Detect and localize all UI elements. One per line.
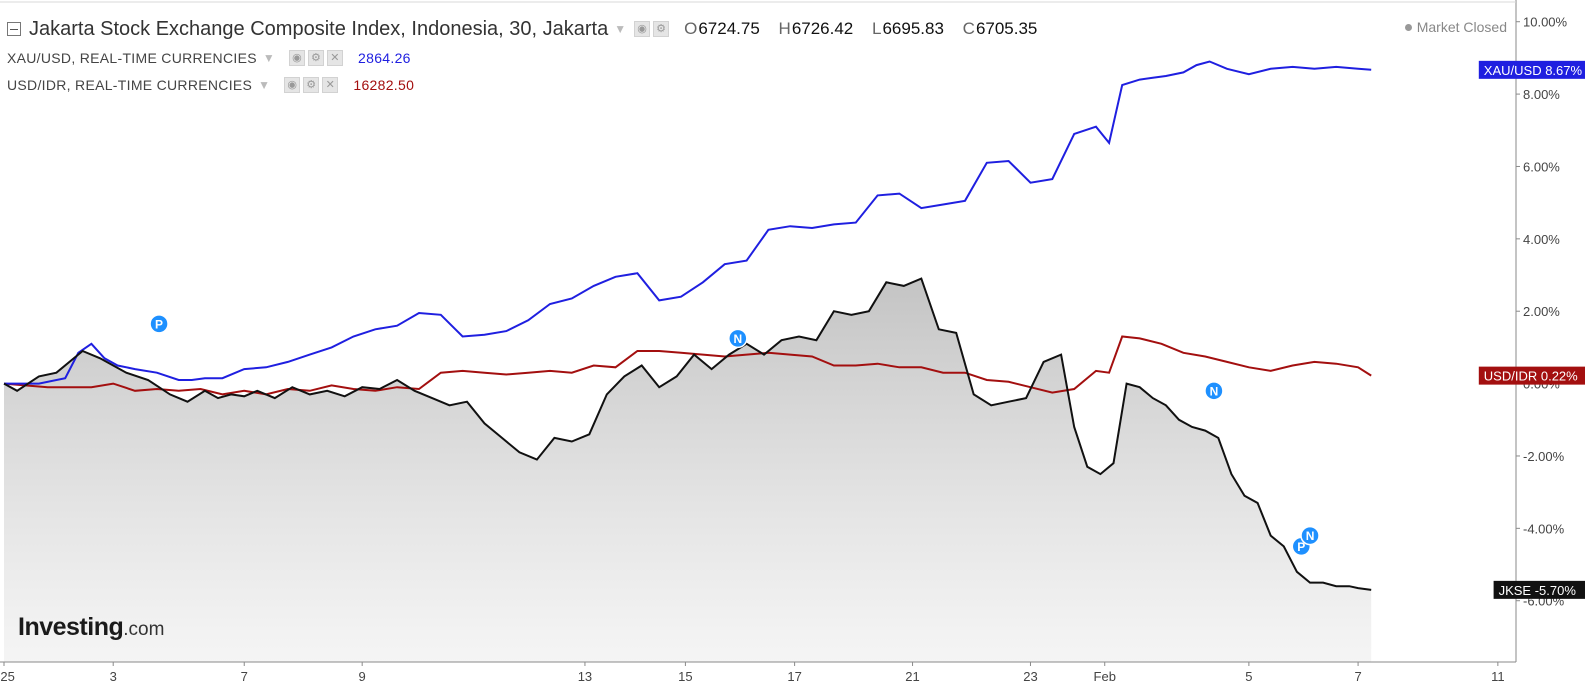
close-icon[interactable]: ✕	[322, 76, 339, 93]
badge-bg	[1478, 366, 1585, 385]
ohlc-value: 6724.75	[698, 19, 760, 38]
x-tick-label: 5	[1245, 669, 1252, 684]
market-status-text: Market Closed	[1416, 19, 1507, 35]
eye-icon[interactable]: ◉	[284, 76, 301, 93]
series-line-jkse	[3, 277, 1372, 591]
x-tick-label: 23	[1023, 669, 1037, 684]
series-line-xauusd	[4, 60, 1372, 385]
event-marker[interactable]: N	[1204, 381, 1224, 401]
badge-bg	[1493, 580, 1585, 599]
event-marker-letter: N	[1306, 529, 1315, 543]
ohlc-key: C	[962, 19, 975, 38]
eye-icon[interactable]: ◉	[634, 21, 651, 37]
chevron-down-icon[interactable]: ▼	[614, 22, 627, 36]
x-tick-label: 7	[241, 669, 248, 684]
x-tick-label: 17	[787, 669, 801, 684]
x-tick-label: Feb	[1094, 669, 1116, 684]
ohlc-value: 6726.42	[791, 19, 854, 38]
event-marker-dot	[1300, 525, 1320, 546]
event-marker-letter: P	[155, 317, 163, 331]
chart-title: Jakarta Stock Exchange Composite Index, …	[29, 17, 609, 40]
ohlc-key: O	[684, 19, 698, 38]
legend: Jakarta Stock Exchange Composite Index, …	[7, 14, 1051, 98]
last-value-badge: JKSE -5.70%	[1493, 580, 1585, 599]
y-tick-label: -4.00%	[1523, 521, 1565, 536]
overlay-label: XAU/USD, REAL-TIME CURRENCIES	[7, 49, 257, 66]
y-tick-label: 6.00%	[1523, 159, 1560, 174]
y-tick-label: -2.00%	[1523, 449, 1565, 464]
overlay-row-xauusd: XAU/USD, REAL-TIME CURRENCIES ▼ ◉ ⚙ ✕ 28…	[7, 44, 1051, 71]
event-marker-letter: N	[1210, 384, 1219, 398]
market-status: Market Closed	[1404, 19, 1507, 35]
badge-label: XAU/USD 8.67%	[1484, 63, 1583, 78]
event-marker-dot	[1204, 381, 1224, 401]
overlay-value: 16282.50	[353, 76, 415, 93]
last-value-badge: XAU/USD 8.67%	[1478, 60, 1585, 79]
ohlc-readout: O6724.75 H6726.42 L6695.83 C6705.35	[684, 19, 1051, 39]
ohlc-value: 6695.83	[882, 19, 944, 38]
last-value-badge: USD/IDR 0.22%	[1478, 366, 1585, 385]
chevron-down-icon[interactable]: ▼	[258, 77, 271, 92]
event-marker[interactable]: N	[1300, 525, 1320, 546]
jkse-area	[4, 278, 1372, 662]
main-series-row: Jakarta Stock Exchange Composite Index, …	[7, 14, 1051, 44]
x-tick-label: 15	[678, 669, 692, 684]
event-marker-dot	[728, 328, 748, 349]
badge-label: JKSE -5.70%	[1499, 583, 1577, 598]
status-dot-icon	[1404, 24, 1412, 31]
close-icon[interactable]: ✕	[327, 49, 344, 66]
badge-bg	[1478, 60, 1585, 79]
collapse-toggle[interactable]	[7, 22, 21, 36]
x-tick-label: 3	[110, 669, 117, 684]
x-tick-label: 11	[1491, 669, 1505, 684]
brand-logo: Investing.com	[18, 613, 164, 642]
ohlc-key: L	[872, 19, 882, 38]
x-tick-label: 9	[359, 669, 366, 684]
event-marker[interactable]: N	[728, 328, 748, 349]
overlay-value: 2864.26	[358, 49, 411, 66]
y-tick-label: 8.00%	[1523, 87, 1560, 102]
y-tick-label: 4.00%	[1523, 232, 1560, 247]
ohlc-value: 6705.35	[975, 19, 1038, 38]
brand-name: Investing	[18, 613, 124, 641]
event-marker-dot	[149, 314, 169, 334]
event-marker-letter: N	[733, 332, 742, 346]
overlay-label: USD/IDR, REAL-TIME CURRENCIES	[7, 76, 253, 93]
series-line-usdidr	[3, 335, 1372, 396]
gear-icon[interactable]: ⚙	[303, 76, 320, 93]
brand-suffix: .com	[123, 619, 165, 640]
gear-icon[interactable]: ⚙	[308, 49, 325, 66]
chevron-down-icon[interactable]: ▼	[262, 50, 276, 65]
overlay-row-usdidr: USD/IDR, REAL-TIME CURRENCIES ▼ ◉ ⚙ ✕ 16…	[7, 71, 1051, 98]
badge-label: USD/IDR 0.22%	[1484, 369, 1578, 384]
x-tick-label: 7	[1354, 669, 1361, 684]
x-tick-label: 13	[578, 669, 592, 684]
x-tick-label: 025	[0, 669, 15, 684]
event-marker[interactable]: P	[149, 314, 169, 334]
y-tick-label: 10.00%	[1523, 15, 1568, 30]
ohlc-key: H	[778, 19, 791, 38]
eye-icon[interactable]: ◉	[289, 49, 306, 66]
gear-icon[interactable]: ⚙	[653, 21, 670, 37]
x-tick-label: 21	[905, 669, 919, 684]
y-tick-label: 2.00%	[1523, 304, 1560, 319]
event-marker-letter: P	[1297, 540, 1305, 554]
